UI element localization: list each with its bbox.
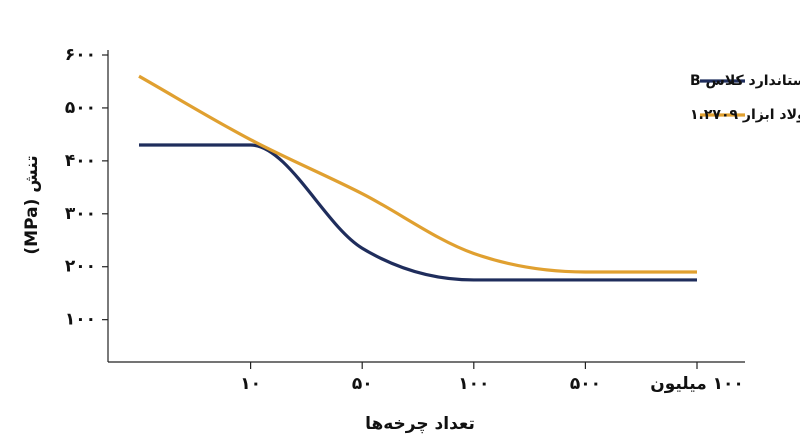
y-tick-label: ۱۰۰ bbox=[65, 310, 96, 330]
legend-label: قطعه فورج فولادی استاندارد کلاس B bbox=[690, 73, 800, 89]
y-tick-label: ۳۰۰ bbox=[65, 204, 96, 224]
series-line bbox=[138, 74, 697, 274]
series-line bbox=[139, 143, 697, 282]
x-tick-label: ۱۰ bbox=[240, 374, 261, 394]
y-tick-label: ۵۰۰ bbox=[65, 98, 96, 118]
y-tick-label: ۴۰۰ bbox=[65, 151, 96, 171]
x-tick-label: ۵۰۰ bbox=[570, 374, 601, 394]
legend-label: فولاد ابزار ۱.۲۷۰۹ bbox=[690, 107, 800, 123]
x-tick-label: ۱۰۰ bbox=[458, 374, 489, 394]
y-tick-label: ۶۰۰ bbox=[65, 45, 96, 65]
x-tick-label: ۵۰ bbox=[352, 374, 373, 394]
x-tick-label: ۱۰۰ میلیون bbox=[650, 374, 744, 394]
y-axis-label: تنش (MPa) bbox=[22, 155, 42, 254]
x-axis-label: تعداد چرخه‌ها bbox=[365, 414, 475, 434]
y-tick-label: ۲۰۰ bbox=[65, 257, 96, 277]
